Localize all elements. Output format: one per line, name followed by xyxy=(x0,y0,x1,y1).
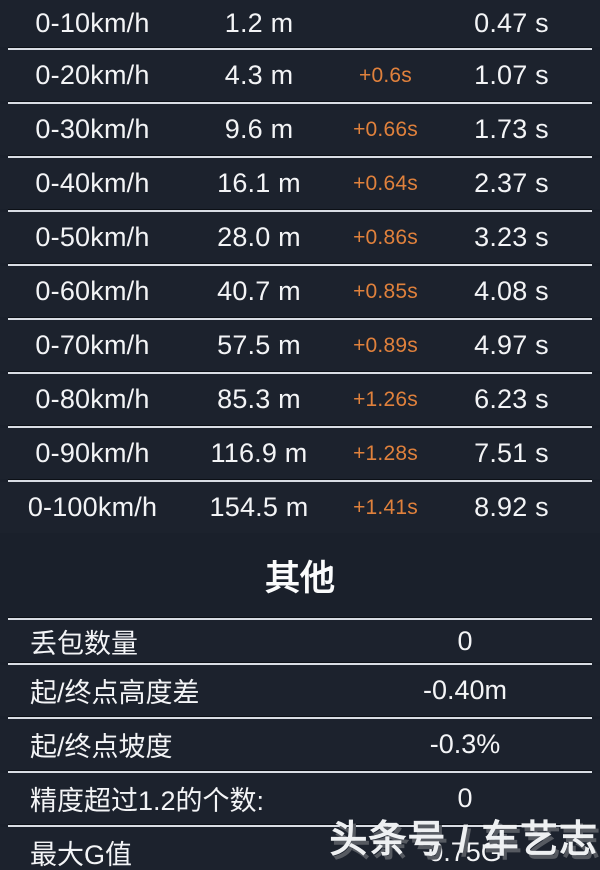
distance-value: 57.5 m xyxy=(217,330,301,360)
distance-value: 1.2 m xyxy=(224,8,294,38)
delta-time-value: +1.26s xyxy=(353,387,418,411)
time-value: 8.92 s xyxy=(474,492,549,522)
distance-value: 9.6 m xyxy=(224,114,294,144)
distance-value: 16.1 m xyxy=(217,168,301,198)
speed-row: 0-30km/h 9.6 m +0.66s 1.73 s xyxy=(0,104,600,155)
speed-row: 0-90km/h 116.9 m +1.28s 7.51 s xyxy=(0,428,600,479)
watermark: 头条号 / 车艺志 xyxy=(329,819,598,861)
other-row-label: 最大G值 xyxy=(30,840,133,870)
distance-value: 85.3 m xyxy=(217,384,301,414)
delta-time-value: +0.6s xyxy=(359,63,412,87)
other-row: 起/终点高度差 -0.40m xyxy=(0,665,600,716)
other-row-label: 起/终点坡度 xyxy=(30,732,173,762)
speed-row: 0-100km/h 154.5 m +1.41s 8.92 s xyxy=(0,482,600,533)
delta-time-value: +0.64s xyxy=(353,171,418,195)
speed-range-label: 0-100km/h xyxy=(27,492,158,522)
row-separator xyxy=(8,770,592,773)
speed-range-label: 0-80km/h xyxy=(35,384,150,414)
other-row-label: 起/终点高度差 xyxy=(30,678,200,708)
speed-range-label: 0-20km/h xyxy=(35,60,150,90)
other-row: 丢包数量 0 xyxy=(0,620,600,662)
distance-value: 116.9 m xyxy=(210,438,308,468)
other-row: 起/终点坡度 -0.3% xyxy=(0,719,600,770)
row-separator xyxy=(8,617,592,620)
other-row-value: 0 xyxy=(457,625,473,656)
time-value: 6.23 s xyxy=(474,384,549,414)
time-value: 1.07 s xyxy=(474,60,549,90)
other-section-title: 其他 xyxy=(264,558,335,598)
time-value: 2.37 s xyxy=(474,168,549,198)
delta-time-value: +0.89s xyxy=(353,333,418,357)
row-separator xyxy=(8,209,592,212)
other-row-value: -0.40m xyxy=(422,675,508,705)
time-value: 4.97 s xyxy=(474,330,549,360)
speed-range-label: 0-50km/h xyxy=(35,222,150,252)
row-separator xyxy=(8,155,592,158)
delta-time-value: +0.85s xyxy=(353,279,418,303)
other-table: 丢包数量 0 起/终点高度差 -0.40m 起/终点坡度 -0.3% 精度超过1.2的个数:… xyxy=(0,617,600,870)
row-separator xyxy=(8,371,592,374)
distance-value: 28.0 m xyxy=(217,222,301,252)
row-separator xyxy=(8,662,592,665)
speed-row: 0-10km/h 1.2 m 0.47 s xyxy=(0,0,600,47)
row-separator xyxy=(8,101,592,104)
other-row-value: 0.75G xyxy=(428,837,502,867)
row-separator xyxy=(8,47,592,50)
distance-value: 40.7 m xyxy=(217,276,301,306)
speed-range-label: 0-40km/h xyxy=(35,168,150,198)
time-value: 3.23 s xyxy=(474,222,549,252)
other-row-label: 精度超过1.2的个数: xyxy=(30,786,265,816)
delta-time-value: +1.28s xyxy=(353,441,418,465)
time-value: 1.73 s xyxy=(474,114,549,144)
other-row: 最大G值 0.75G xyxy=(0,827,600,870)
row-separator xyxy=(8,317,592,320)
other-row: 精度超过1.2的个数: 0 xyxy=(0,773,600,824)
distance-value: 154.5 m xyxy=(209,492,309,522)
row-separator xyxy=(8,479,592,482)
row-separator xyxy=(8,425,592,428)
speed-table: 0-10km/h 1.2 m 0.47 s 0-20km/h 4.3 m +0.6s 1.0… xyxy=(0,0,600,533)
speed-row: 0-40km/h 16.1 m +0.64s 2.37 s xyxy=(0,158,600,209)
time-value: 4.08 s xyxy=(474,276,549,306)
speed-row: 0-60km/h 40.7 m +0.85s 4.08 s xyxy=(0,266,600,317)
distance-value: 4.3 m xyxy=(224,60,294,90)
speed-row: 0-70km/h 57.5 m +0.89s 4.97 s xyxy=(0,320,600,371)
row-separator xyxy=(8,716,592,719)
delta-time-value: +1.41s xyxy=(353,495,418,519)
speed-range-label: 0-90km/h xyxy=(35,438,150,468)
row-separator xyxy=(8,263,592,266)
speed-range-label: 0-10km/h xyxy=(35,8,150,38)
time-value: 0.47 s xyxy=(474,8,549,38)
speed-range-label: 0-70km/h xyxy=(35,330,150,360)
speed-range-label: 0-30km/h xyxy=(35,114,150,144)
row-separator xyxy=(8,824,592,827)
time-value: 7.51 s xyxy=(474,438,549,468)
speed-range-label: 0-60km/h xyxy=(35,276,150,306)
delta-time-value: +0.66s xyxy=(353,117,418,141)
other-row-value: 0 xyxy=(457,783,473,813)
delta-time-value: +0.86s xyxy=(353,225,418,249)
other-row-value: -0.3% xyxy=(429,729,501,759)
other-row-label: 丢包数量 xyxy=(30,628,138,659)
speed-row: 0-50km/h 28.0 m +0.86s 3.23 s xyxy=(0,212,600,263)
speed-row: 0-20km/h 4.3 m +0.6s 1.07 s xyxy=(0,50,600,101)
speed-row: 0-80km/h 85.3 m +1.26s 6.23 s xyxy=(0,374,600,425)
